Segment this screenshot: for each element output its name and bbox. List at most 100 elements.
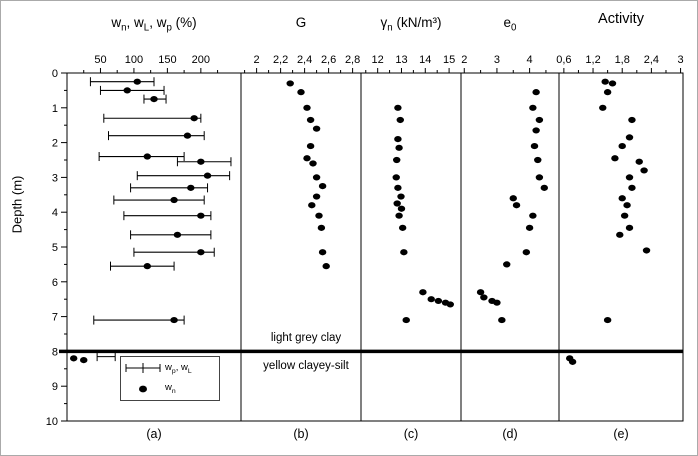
- panel-e-title: Activity: [598, 11, 644, 27]
- data-point: [183, 132, 192, 139]
- tick-label: 12: [372, 54, 384, 66]
- data-point: [522, 249, 531, 256]
- data-point: [318, 183, 327, 190]
- data-point: [312, 193, 321, 200]
- data-point: [173, 231, 182, 238]
- data-point: [197, 249, 205, 256]
- data-point: [123, 87, 131, 94]
- legend-box: wp, wL wn: [120, 356, 220, 401]
- data-point: [535, 116, 544, 124]
- data-point: [532, 127, 540, 134]
- data-point: [143, 263, 152, 270]
- data-point: [603, 316, 612, 324]
- data-point: [512, 202, 521, 209]
- data-point: [446, 301, 454, 308]
- data-point: [393, 200, 401, 207]
- data-point: [69, 355, 78, 362]
- depth-tick-label: 1: [52, 103, 58, 115]
- data-point: [394, 184, 402, 191]
- depth-tick-label: 0: [52, 68, 58, 80]
- data-point: [493, 299, 501, 306]
- data-point: [143, 153, 152, 160]
- legend-row-range: wp, wL: [121, 359, 219, 377]
- data-point: [616, 231, 624, 238]
- panel-d-frame: [460, 72, 560, 422]
- legend-label-range: wp, wL: [165, 361, 192, 375]
- depth-tick-label: 10: [46, 416, 58, 428]
- tick-label: 100: [125, 54, 143, 66]
- data-point: [312, 125, 321, 132]
- data-point: [603, 89, 612, 96]
- data-point: [534, 156, 542, 164]
- data-point: [427, 296, 435, 303]
- panel-a-letter: (a): [146, 427, 162, 441]
- data-point: [398, 224, 407, 231]
- data-point: [322, 263, 330, 270]
- data-point: [170, 316, 178, 324]
- data-point: [392, 174, 400, 181]
- data-point: [568, 358, 577, 365]
- tick-label: 2,8: [345, 54, 360, 66]
- data-point: [620, 212, 629, 219]
- data-point: [419, 289, 427, 296]
- depth-tick-label: 2: [52, 138, 58, 150]
- data-point: [640, 167, 648, 174]
- data-point: [315, 212, 323, 219]
- layer-label-lower: yellow clayey-silt: [263, 360, 349, 372]
- panel-c-frame: [360, 72, 462, 422]
- data-point: [503, 261, 511, 268]
- depth-tick-label: 6: [52, 277, 58, 289]
- panel-a-title: wn, wL, wp (%): [111, 15, 197, 34]
- data-point: [308, 202, 316, 209]
- data-point: [309, 160, 317, 167]
- data-point: [535, 174, 544, 181]
- tick-label: 14: [419, 54, 431, 66]
- tick-label: 200: [192, 54, 210, 66]
- data-point: [540, 184, 548, 191]
- tick-label: 2,4: [644, 54, 659, 66]
- data-point: [611, 155, 619, 162]
- depth-tick-label: 4: [52, 207, 58, 219]
- data-point: [187, 184, 195, 191]
- data-point: [397, 193, 405, 200]
- panel-d-letter: (d): [502, 427, 518, 441]
- tick-label: 0,6: [556, 54, 571, 66]
- data-point: [618, 195, 626, 202]
- data-point: [509, 195, 517, 202]
- data-point: [402, 316, 410, 324]
- depth-tick-label: 5: [52, 242, 58, 254]
- panel-b-title: G: [295, 15, 307, 30]
- range-bar-symbol: [121, 362, 165, 374]
- data-point: [303, 155, 311, 162]
- tick-label: 2: [254, 54, 260, 66]
- tick-label: 2,4: [297, 54, 312, 66]
- depth-axis-label: Depth (m): [9, 175, 25, 234]
- data-point: [317, 224, 326, 231]
- panel-c-title: γn (kN/m³): [380, 15, 442, 34]
- data-point: [312, 174, 321, 181]
- data-point: [306, 116, 315, 124]
- data-point: [625, 224, 634, 231]
- data-point: [532, 89, 540, 96]
- data-point: [395, 212, 403, 219]
- data-point: [306, 142, 315, 150]
- data-point: [498, 316, 506, 324]
- data-point: [150, 96, 158, 103]
- data-point: [628, 116, 636, 124]
- data-point: [476, 289, 485, 296]
- tick-label: 50: [94, 54, 106, 66]
- data-point: [625, 174, 634, 181]
- data-point: [395, 144, 403, 151]
- data-point: [394, 104, 402, 111]
- tick-label: 1,2: [585, 54, 600, 66]
- data-point: [480, 294, 488, 301]
- tick-label: 1,8: [615, 54, 630, 66]
- tick-label: 4: [527, 54, 533, 66]
- depth-tick-label: 3: [52, 172, 58, 184]
- tick-label: 15: [443, 54, 455, 66]
- data-point: [608, 80, 617, 87]
- tick-label: 2: [461, 54, 467, 66]
- data-point: [625, 134, 634, 141]
- data-point: [400, 249, 408, 256]
